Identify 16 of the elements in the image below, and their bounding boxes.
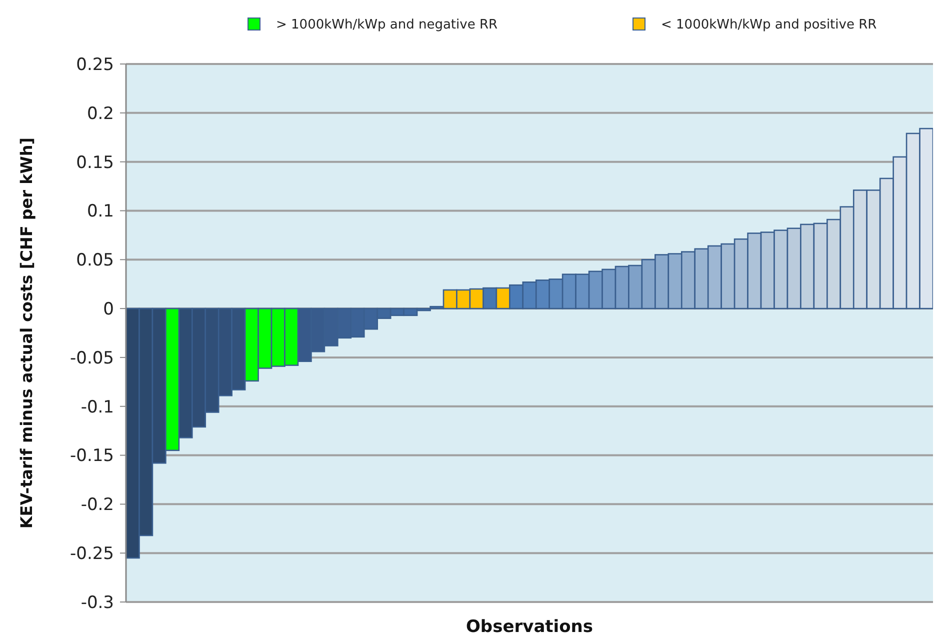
y-tick-label: -0.25 xyxy=(70,544,114,564)
legend-label: < 1000kWh/kWp and positive RR xyxy=(661,18,877,33)
y-tick-label: 0.2 xyxy=(86,104,114,124)
y-tick-label: -0.3 xyxy=(80,592,114,613)
y-tick-label: -0.15 xyxy=(70,446,114,466)
legend-label: > 1000kWh/kWp and negative RR xyxy=(276,18,498,33)
y-tick-label: 0 xyxy=(103,299,114,320)
y-tick-label: 0.15 xyxy=(76,152,114,173)
x-axis-title: Observations xyxy=(466,617,594,637)
y-tick-label: 0.1 xyxy=(86,202,114,222)
y-tick-label: 0.25 xyxy=(76,54,114,75)
y-tick-label: -0.2 xyxy=(80,495,114,516)
y-tick-label: -0.05 xyxy=(70,348,114,368)
y-tick-label: 0.05 xyxy=(76,250,114,271)
y-axis-title: KEV-tarif minus actual costs [CHF per kWh] xyxy=(17,137,36,529)
y-tick-label: -0.1 xyxy=(80,397,114,418)
